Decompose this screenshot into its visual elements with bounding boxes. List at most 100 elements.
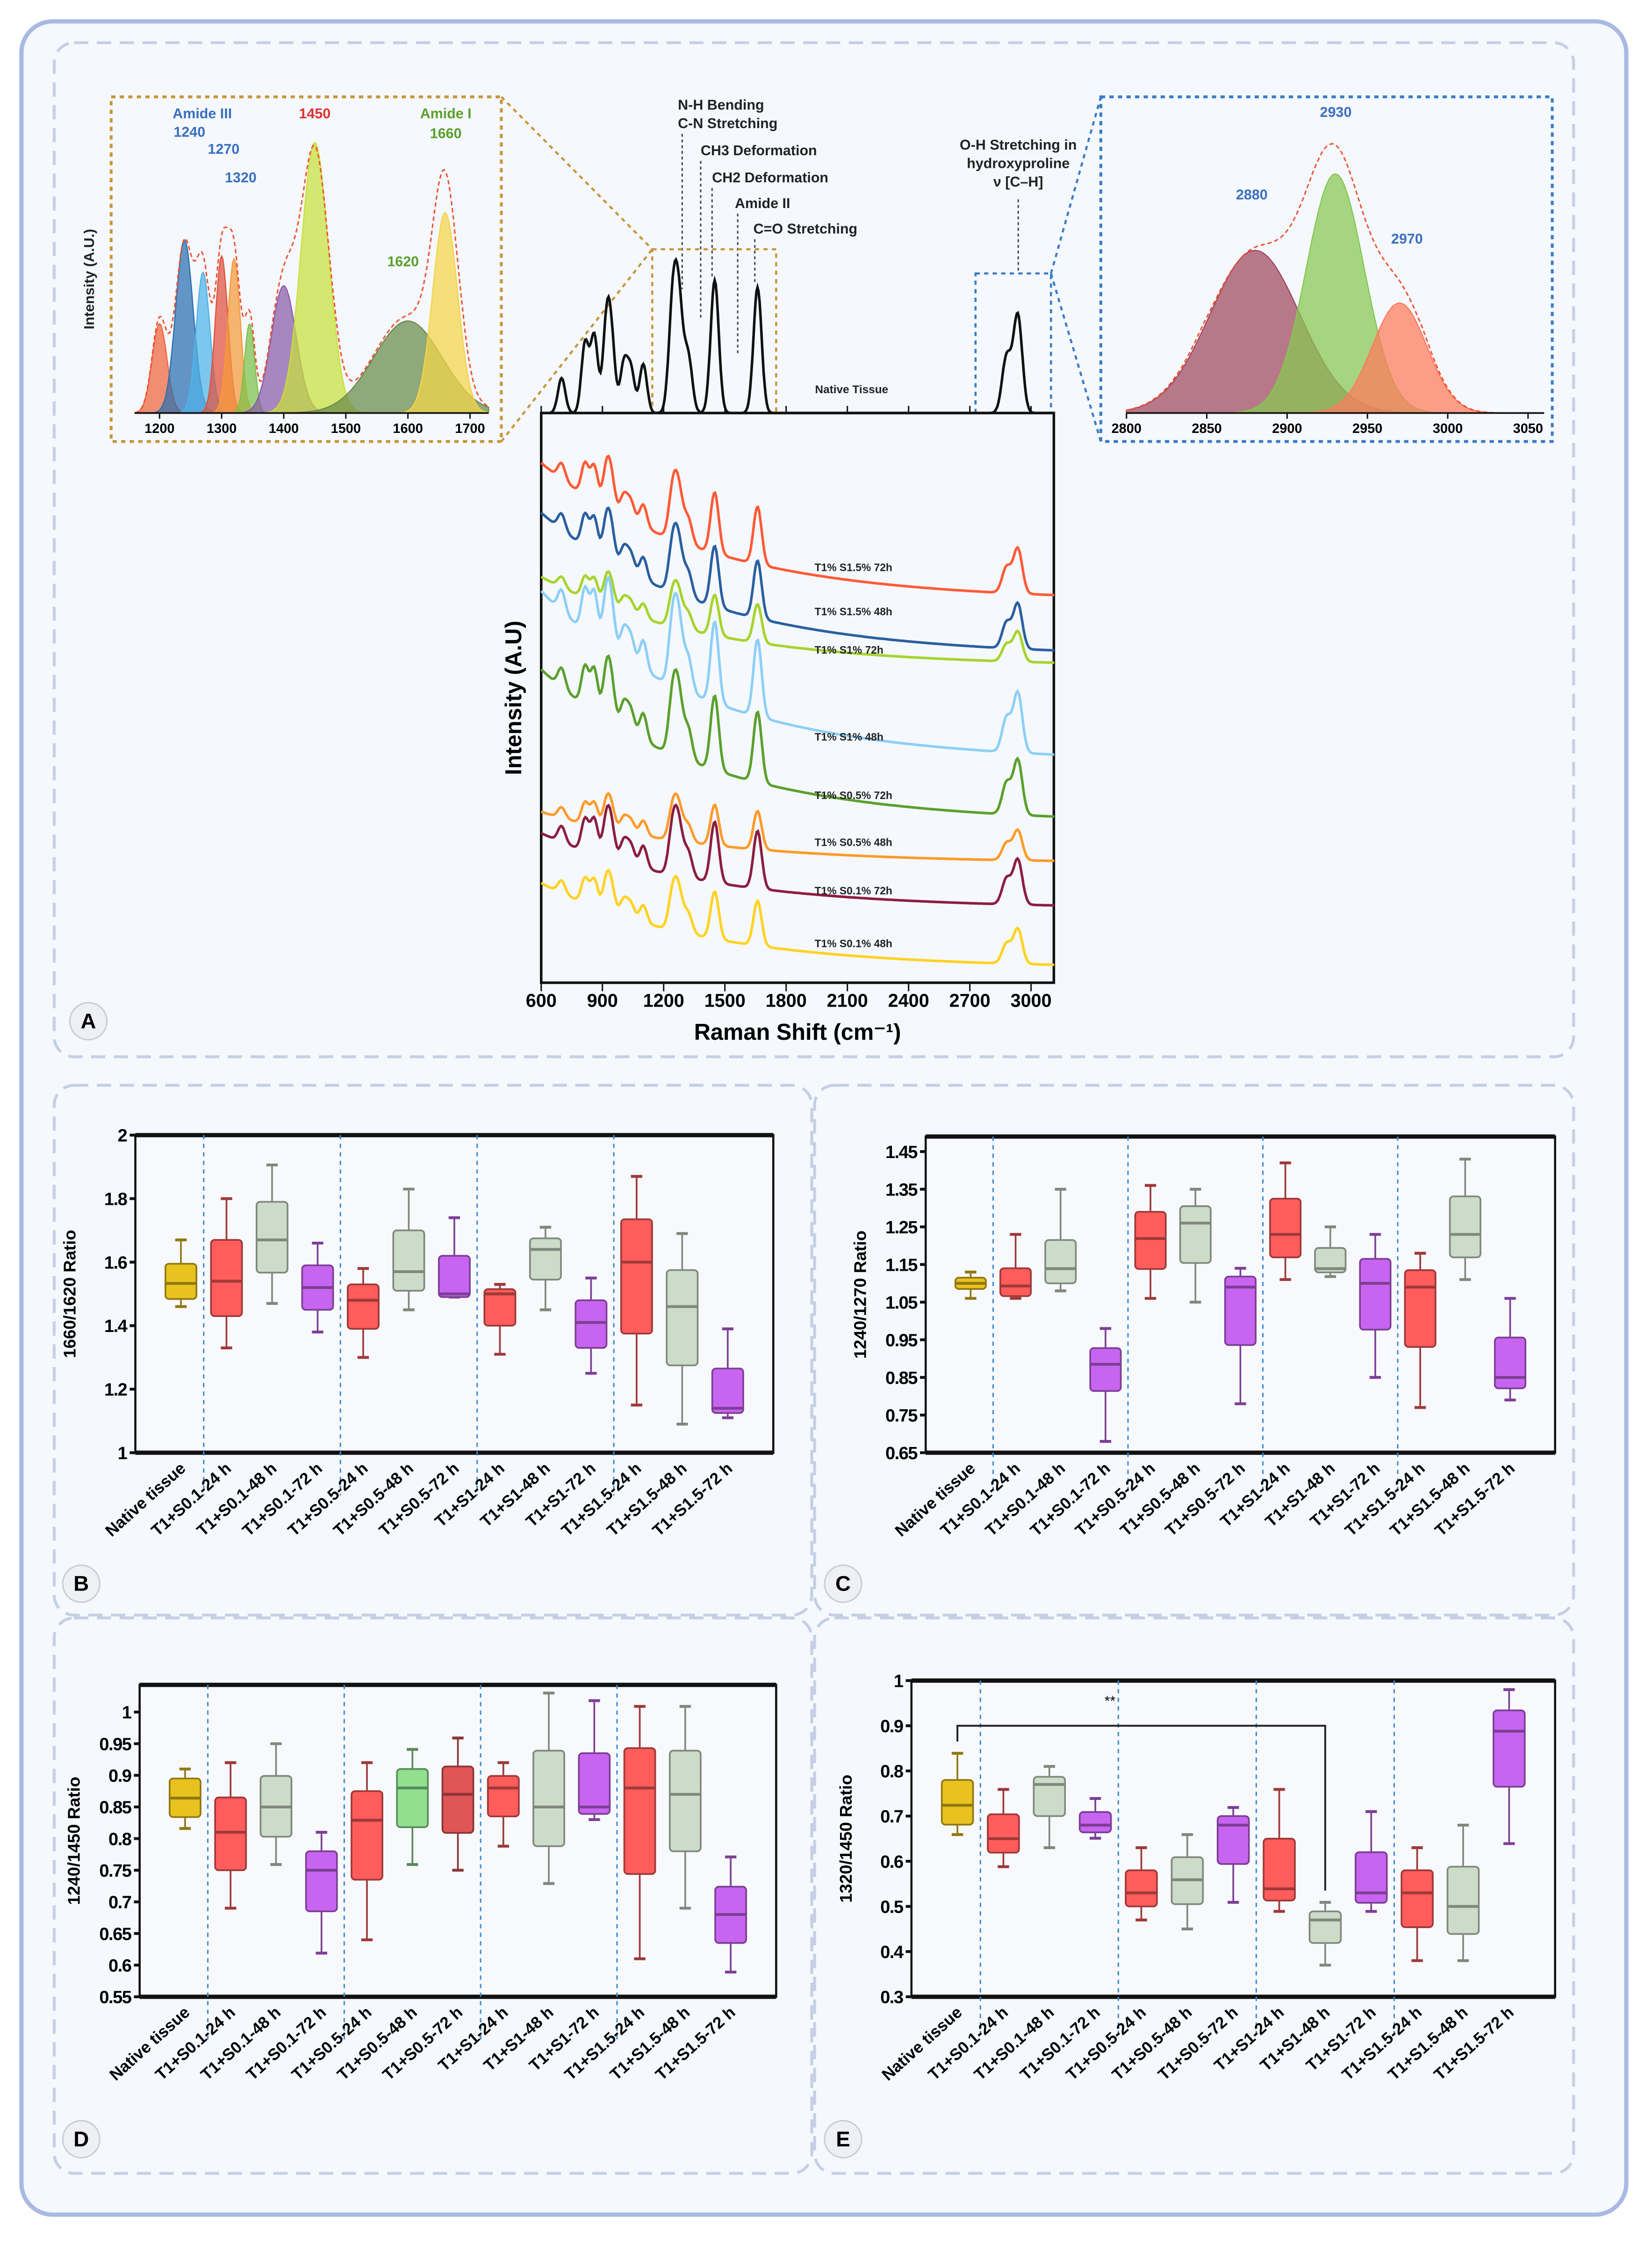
zoom-box-ch [974, 272, 1052, 414]
box-iqr [1179, 1205, 1212, 1264]
box-iqr [529, 1237, 562, 1281]
box-10 [575, 1276, 608, 1375]
spectra-xlabel: Raman Shift (cm⁻¹) [694, 1020, 901, 1045]
y-axis-label: 1660/1620 Ratio [60, 1230, 79, 1358]
box-8 [483, 1283, 517, 1356]
box-iqr [1401, 1869, 1434, 1928]
annotation-amide2: Amide II [735, 195, 790, 211]
connector-left-bottom [500, 248, 654, 442]
inset-tick-label: 2850 [1192, 421, 1221, 436]
box-6 [392, 1188, 425, 1311]
label-1270: 1270 [208, 141, 240, 157]
box-7 [1224, 1267, 1257, 1405]
y-tick-label: 0.9 [880, 1717, 903, 1736]
spectrum-line [540, 454, 1055, 597]
y-tick-label: 0.3 [880, 1988, 903, 2008]
box-iqr [351, 1790, 383, 1881]
box-8 [1269, 1161, 1302, 1281]
y-tick-label: 0.7 [108, 1893, 131, 1913]
y-tick-label: 1 [118, 1444, 128, 1463]
x-tick-label: 1200 [643, 991, 684, 1011]
annotation-cn-stretching: C-N Stretching [678, 115, 777, 131]
box-3 [1033, 1765, 1066, 1850]
dynamic-marks: 600 900 1200 1500 1800 2100 2400 2700 3000 T1% S1… [60, 141, 1556, 2084]
inset-tick-label: 1700 [455, 421, 485, 436]
y-tick-label: 1.2 [104, 1380, 127, 1400]
box-iqr [256, 1201, 288, 1274]
box-5 [346, 1267, 380, 1359]
box-13 [714, 1855, 747, 1974]
label-1320: 1320 [225, 170, 257, 186]
inset-right-labels: 2880 2930 2970 [1236, 104, 1423, 247]
spectrum-line [540, 869, 1055, 966]
y-tick-label: 1.6 [104, 1253, 127, 1273]
spectrum-line [540, 654, 1055, 818]
box-iqr [987, 1813, 1020, 1854]
y-tick-label: 1.25 [885, 1218, 918, 1238]
box-iqr [396, 1768, 429, 1828]
box-iqr [1308, 1910, 1342, 1944]
box-iqr [392, 1229, 425, 1292]
panel-label-a: A [69, 1002, 108, 1041]
outer-frame [19, 19, 1629, 2217]
spectrum-line [540, 506, 1055, 652]
box-12 [1446, 1823, 1480, 1962]
box-iqr [346, 1283, 380, 1330]
box-iqr [575, 1299, 608, 1349]
y-tick-label: 0.55 [99, 1988, 131, 2008]
box-4 [305, 1831, 338, 1955]
box-iqr [1044, 1239, 1077, 1284]
box-7 [438, 1216, 471, 1299]
box-3 [259, 1742, 293, 1866]
panel-label-b: B [62, 1564, 101, 1603]
box-8 [1263, 1788, 1296, 1913]
box-iqr [620, 1218, 653, 1335]
inset-left-labels: Intensity (A.U.) Amide III 1240 1270 132… [81, 106, 471, 330]
y-tick-label: 0.95 [885, 1331, 918, 1350]
inset-tick-label: 1300 [207, 421, 237, 436]
box-iqr [1078, 1811, 1112, 1834]
y-tick-label: 1.05 [885, 1293, 918, 1313]
panel-letters: A B C D E [62, 1002, 862, 2159]
y-tick-label: 1.45 [885, 1143, 918, 1162]
panel-frames [52, 41, 1575, 2175]
box-iqr [1449, 1195, 1481, 1259]
box-3 [256, 1163, 288, 1305]
y-tick-label: 2 [118, 1126, 127, 1146]
significance-label: ** [1105, 1693, 1116, 1709]
label-1620: 1620 [387, 254, 419, 270]
box-10 [1355, 1810, 1388, 1913]
spectrum-label: T1% S1% 48h [815, 731, 883, 743]
box-12 [1449, 1158, 1481, 1281]
y-tick-label: 1.8 [104, 1189, 127, 1209]
box-iqr [214, 1796, 247, 1872]
box-11 [623, 1705, 656, 1960]
box-7 [1216, 1806, 1250, 1904]
y-tick-label: 0.85 [885, 1368, 918, 1388]
box-iqr [623, 1747, 656, 1875]
label-amide1: Amide I [420, 106, 472, 122]
box-13 [1494, 1297, 1527, 1402]
inset-tick-label: 1500 [331, 421, 361, 436]
inset-envelope [135, 144, 489, 414]
connector-right-bottom [1050, 273, 1102, 442]
box-iqr [668, 1749, 702, 1852]
box-5 [1125, 1846, 1158, 1922]
box-11 [1404, 1252, 1437, 1409]
spectrum-label: T1% S0.5% 72h [815, 789, 892, 801]
spectrum-label: T1% S1.5% 72h [815, 562, 892, 574]
annotation-oh-1: O-H Stretching in [960, 137, 1077, 153]
box-6 [396, 1748, 429, 1866]
box-iqr [483, 1288, 517, 1327]
box-iqr [1125, 1869, 1158, 1908]
y-axis-label: 1240/1270 Ratio [850, 1231, 869, 1359]
spectrum-label: T1% S1.5% 48h [815, 605, 892, 618]
spectrum-label: T1% S1% 72h [815, 644, 883, 656]
box-iqr [438, 1255, 471, 1298]
label-2930: 2930 [1320, 104, 1352, 120]
inset-tick-label: 3050 [1513, 421, 1543, 436]
panel-c-frame [813, 1084, 1575, 1617]
boxplot-panel-c: 0.65 0.75 0.85 0.95 1.05 1.15 1.25 1.35 1.45 1240… [850, 1134, 1556, 1540]
zoom-box-amide [651, 248, 777, 414]
